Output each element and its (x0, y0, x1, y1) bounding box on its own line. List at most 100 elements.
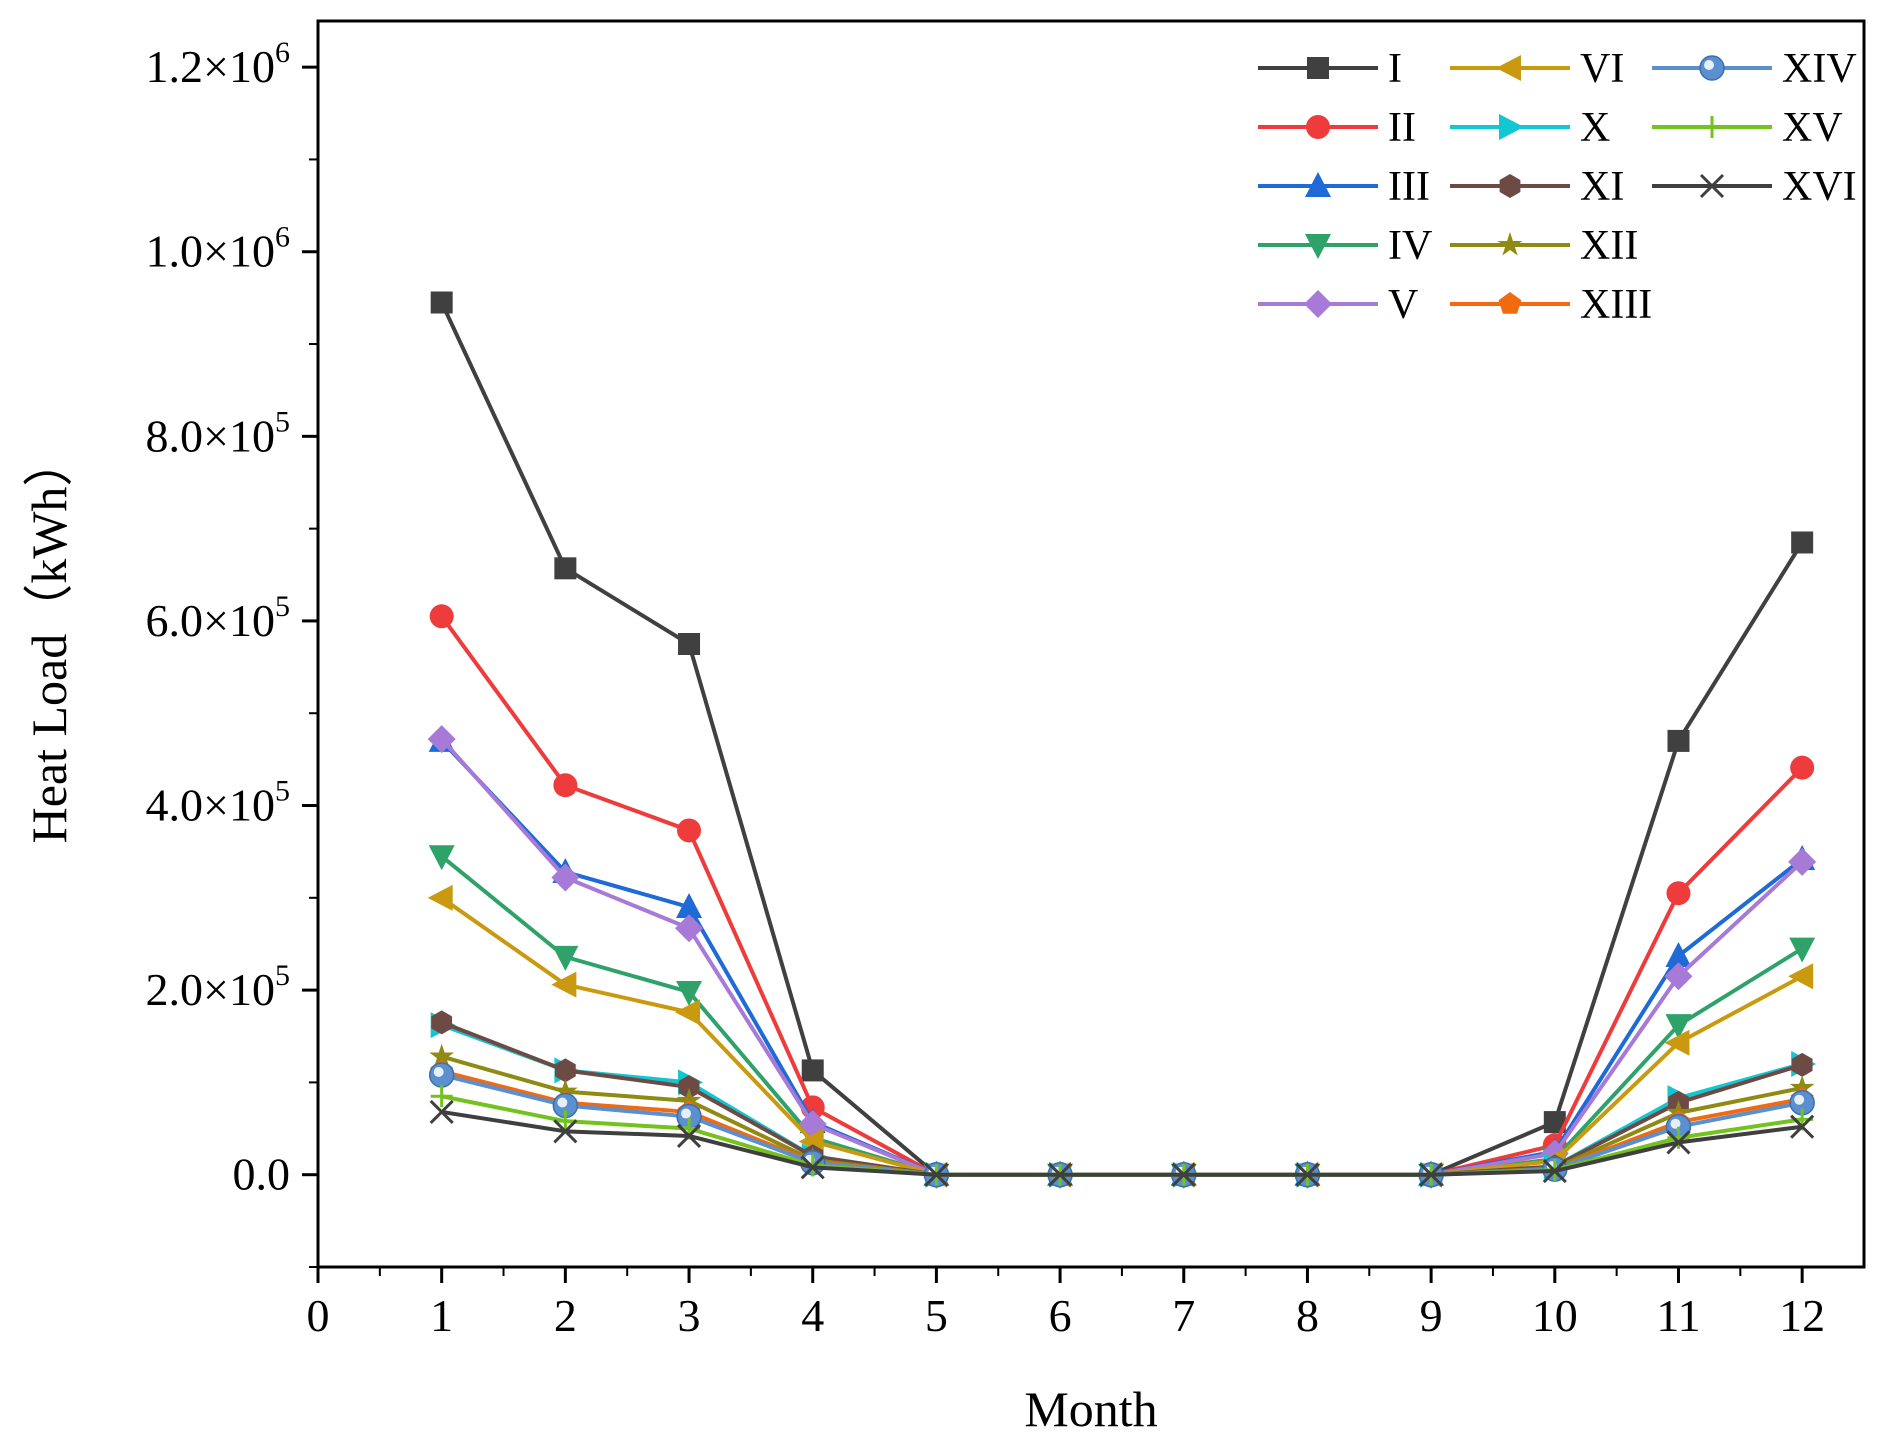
series-XVI (429, 1099, 1815, 1187)
legend-item: III (1258, 164, 1430, 210)
legend-marker (1497, 232, 1523, 256)
data-point (676, 893, 703, 919)
data-point (551, 863, 580, 892)
legend-marker (1306, 115, 1330, 139)
data-point (1419, 1162, 1444, 1187)
y-tick-base: ×10 (203, 780, 275, 831)
y-tick-mantissa: 6.0 (146, 595, 204, 646)
legend-item: XVI (1652, 164, 1857, 210)
legend-label: II (1388, 105, 1416, 151)
series-II (429, 604, 1815, 1187)
x-tick-label: 11 (1656, 1290, 1700, 1341)
data-point (554, 1058, 576, 1083)
y-tick-exponent: 5 (275, 959, 290, 992)
y-tick-label: 0.0 (233, 1149, 291, 1200)
y-tick-mantissa: 0.0 (233, 1149, 291, 1200)
data-point (924, 1162, 949, 1187)
data-point (1664, 962, 1693, 991)
x-tick-label: 0 (307, 1290, 330, 1341)
data-point (1667, 1126, 1690, 1149)
legend-label: I (1388, 46, 1402, 92)
data-point (801, 1059, 824, 1082)
y-tick-exponent: 5 (275, 405, 290, 438)
legend-item: XI (1450, 164, 1624, 210)
y-tick-label: 6.0×105 (146, 590, 290, 646)
data-point (675, 914, 704, 943)
legend-label: IV (1388, 223, 1432, 269)
data-point (429, 604, 454, 629)
data-point (677, 818, 702, 843)
series-I (430, 291, 1814, 1186)
data-point (1667, 729, 1690, 752)
data-point (430, 291, 453, 314)
series-XII (429, 1043, 1815, 1186)
data-point (678, 633, 701, 655)
data-point (678, 1075, 700, 1100)
data-point (1665, 941, 1692, 967)
x-axis-ticks: 0 1 2 3 4 5 6 7 8 9 10 11 12 (307, 1267, 1825, 1341)
legend-item: XIII (1450, 282, 1652, 328)
legend-marker (1305, 234, 1331, 259)
data-point (431, 1010, 453, 1035)
x-tick-label: 7 (1172, 1290, 1195, 1341)
y-tick-exponent: 5 (275, 775, 290, 808)
data-point (551, 971, 577, 998)
legend-item: VI (1450, 46, 1624, 92)
data-point (1788, 963, 1814, 990)
data-point (1666, 1130, 1691, 1155)
data-point (676, 1087, 702, 1112)
y-tick-label: 4.0×105 (146, 775, 290, 831)
data-point (1542, 1158, 1567, 1184)
x-tick-label: 10 (1532, 1290, 1578, 1341)
legend-label: III (1388, 164, 1430, 210)
data-point (552, 1078, 578, 1103)
y-axis-ticks: 0.02.0×1054.0×1056.0×1058.0×1051.0×1061.… (146, 36, 318, 1268)
legend-label: V (1388, 282, 1418, 328)
data-point (1543, 1111, 1566, 1134)
x-axis-title: Month (1024, 1381, 1157, 1437)
legend-marker (1699, 173, 1725, 199)
data-point (800, 1155, 825, 1180)
data-point (552, 945, 579, 971)
legend-item: XII (1450, 223, 1638, 269)
x-tick-label: 6 (1049, 1290, 1072, 1341)
data-point (427, 884, 453, 911)
legend-label: XV (1782, 105, 1843, 151)
data-point (553, 773, 578, 798)
data-point (676, 980, 703, 1006)
y-tick-base: ×10 (203, 410, 275, 461)
data-point (554, 1110, 577, 1133)
data-point (554, 557, 577, 580)
y-axis-title: Heat Load（kWh） (21, 437, 77, 844)
legend-label: VI (1580, 46, 1624, 92)
data-point (1789, 1089, 1815, 1116)
data-point (675, 999, 701, 1026)
data-point (428, 845, 455, 871)
data-point (429, 1099, 454, 1125)
legend-marker (1499, 114, 1524, 140)
legend-item: XIV (1652, 46, 1857, 92)
x-tick-label: 4 (801, 1290, 824, 1341)
legend-item: X (1450, 105, 1610, 151)
data-point (676, 1123, 702, 1148)
x-tick-label: 2 (554, 1290, 577, 1341)
y-tick-mantissa: 8.0 (146, 410, 204, 461)
y-tick-mantissa: 4.0 (146, 780, 204, 831)
data-point (1666, 881, 1691, 906)
data-point (428, 1062, 455, 1088)
data-point (427, 725, 456, 754)
legend-item: I (1258, 46, 1402, 92)
legend-marker (1699, 55, 1725, 81)
x-tick-label: 1 (430, 1290, 453, 1341)
data-point (429, 1043, 455, 1068)
y-tick-label: 1.0×106 (146, 221, 290, 277)
data-point (1791, 1052, 1813, 1077)
y-tick-mantissa: 2.0 (146, 964, 204, 1015)
data-point (676, 1103, 702, 1130)
series-line (441, 1109, 1803, 1177)
data-point (1665, 1014, 1692, 1040)
data-point (1048, 1162, 1073, 1187)
data-point (1665, 1113, 1692, 1140)
y-tick-mantissa: 1.0 (146, 226, 204, 277)
